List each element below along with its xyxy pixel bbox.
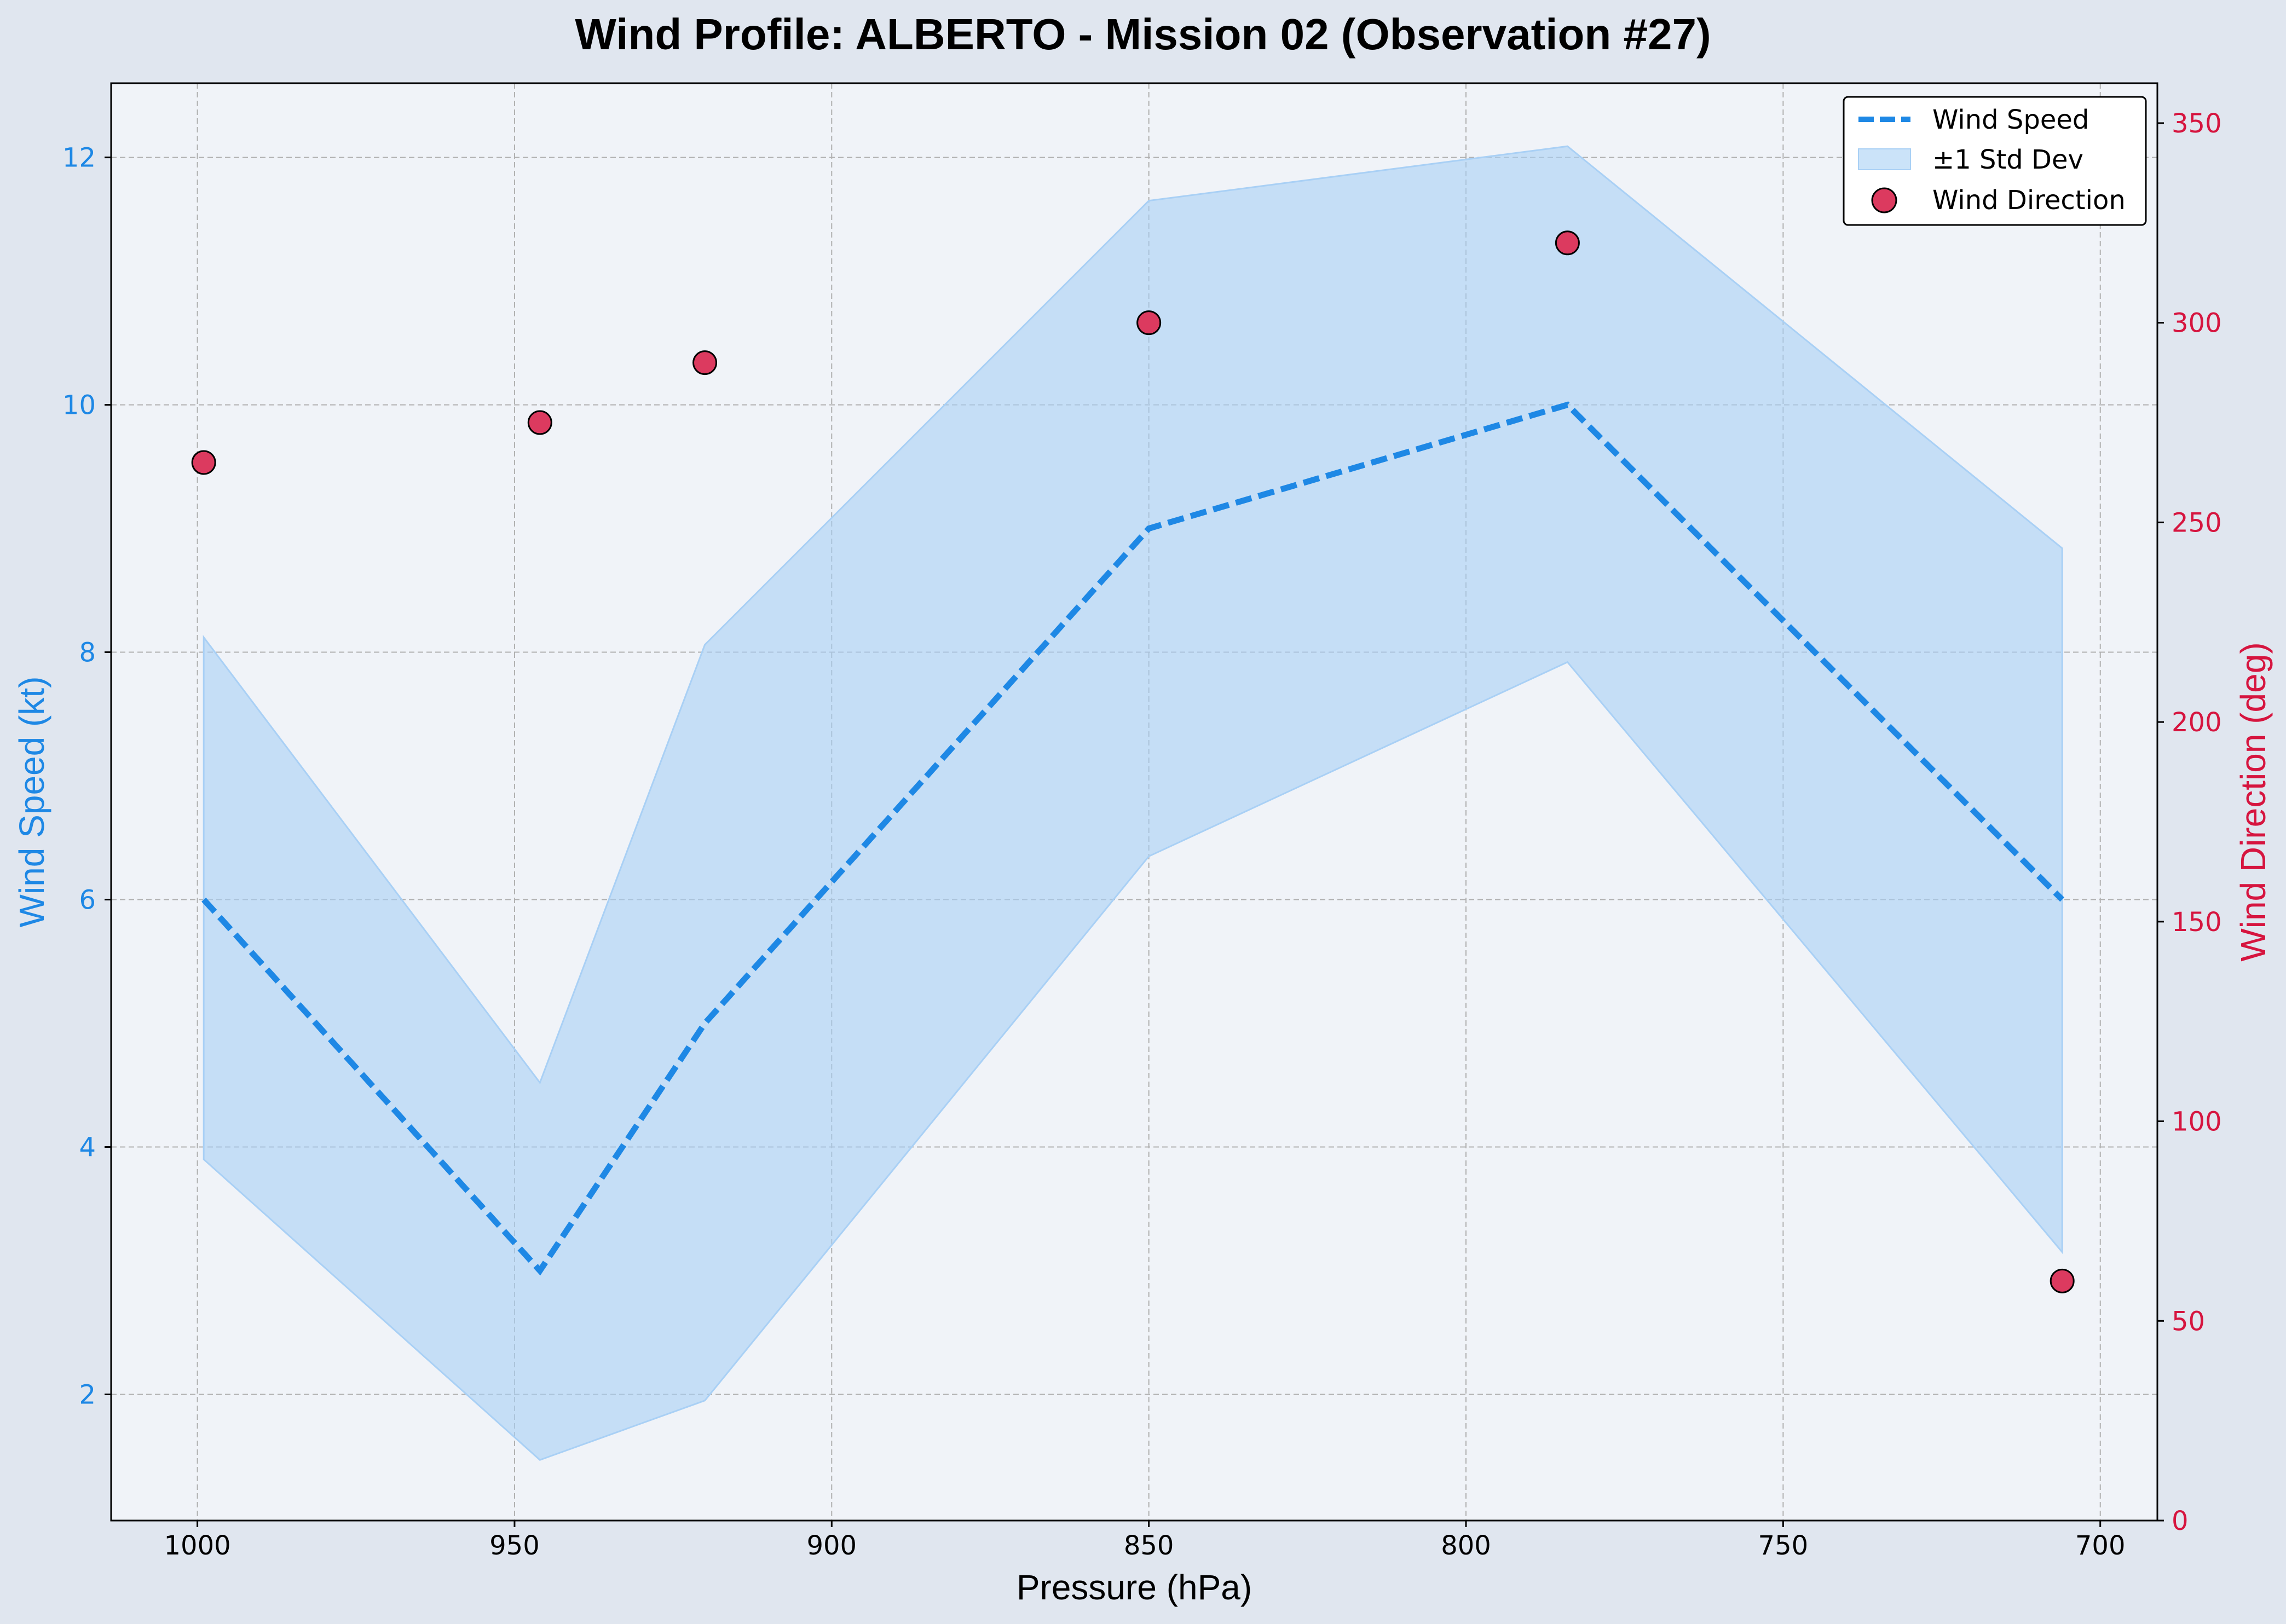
wind-direction-series bbox=[191, 230, 2075, 1293]
y2-tick-label: 300 bbox=[2172, 308, 2222, 339]
x-tick-label: 950 bbox=[489, 1530, 540, 1561]
y2-tick-label: 200 bbox=[2172, 707, 2222, 738]
wind-direction-point bbox=[2050, 1268, 2075, 1293]
y2-axis-ticks: 0 50 100 150 200 250 300 350 bbox=[2157, 108, 2222, 1536]
std-dev-band bbox=[203, 145, 2063, 1461]
y2-tick-label: 250 bbox=[2172, 507, 2222, 538]
x-tick-label: 850 bbox=[1124, 1530, 1174, 1561]
plot-frame bbox=[110, 82, 2158, 1522]
wind-direction-point bbox=[692, 350, 718, 375]
y2-tick-label: 50 bbox=[2172, 1306, 2205, 1337]
legend-label-stddev: ±1 Std Dev bbox=[1932, 145, 2083, 175]
x-tick-label: 750 bbox=[1758, 1530, 1809, 1561]
y2-tick-label: 350 bbox=[2172, 108, 2222, 139]
x-axis-ticks: 1000 950 900 850 800 750 700 bbox=[164, 1521, 2126, 1561]
y2-tick-label: 150 bbox=[2172, 907, 2222, 938]
y-tick-label: 2 bbox=[79, 1379, 96, 1410]
y-tick-label: 10 bbox=[62, 390, 96, 421]
wind-speed-line bbox=[201, 401, 2065, 1276]
x-axis-label: Pressure (hPa) bbox=[1017, 1568, 1252, 1607]
wind-speed-series bbox=[201, 401, 2065, 1276]
wind-direction-point bbox=[1136, 310, 1162, 336]
y-tick-label: 12 bbox=[62, 143, 96, 174]
y-tick-label: 6 bbox=[79, 885, 96, 916]
y2-axis-label: Wind Direction (deg) bbox=[2233, 642, 2273, 961]
legend-label-direction: Wind Direction bbox=[1932, 185, 2126, 216]
y2-tick-label: 0 bbox=[2172, 1506, 2189, 1536]
wind-direction-point bbox=[527, 410, 552, 435]
x-tick-label: 900 bbox=[806, 1530, 857, 1561]
x-tick-label: 1000 bbox=[164, 1530, 231, 1561]
wind-direction-point bbox=[191, 450, 216, 475]
std-dev-area bbox=[203, 145, 2063, 1461]
legend: Wind Speed ±1 Std Dev Wind Direction bbox=[1843, 96, 2147, 226]
x-tick-label: 700 bbox=[2075, 1530, 2126, 1561]
wind-direction-point bbox=[1555, 230, 1580, 256]
y-axis-label: Wind Speed (kt) bbox=[12, 677, 51, 928]
y-tick-label: 8 bbox=[79, 638, 96, 668]
legend-marker-swatch bbox=[1871, 187, 1897, 213]
y2-tick-label: 100 bbox=[2172, 1107, 2222, 1137]
legend-box bbox=[1843, 96, 2147, 226]
legend-band-swatch bbox=[1858, 148, 1911, 170]
y-axis-ticks: 2 4 6 8 10 12 bbox=[62, 143, 111, 1410]
y-tick-label: 4 bbox=[79, 1132, 96, 1163]
chart-title: Wind Profile: ALBERTO - Mission 02 (Obse… bbox=[575, 10, 1711, 59]
legend-label-speed: Wind Speed bbox=[1932, 105, 2089, 135]
x-tick-label: 800 bbox=[1441, 1530, 1491, 1561]
